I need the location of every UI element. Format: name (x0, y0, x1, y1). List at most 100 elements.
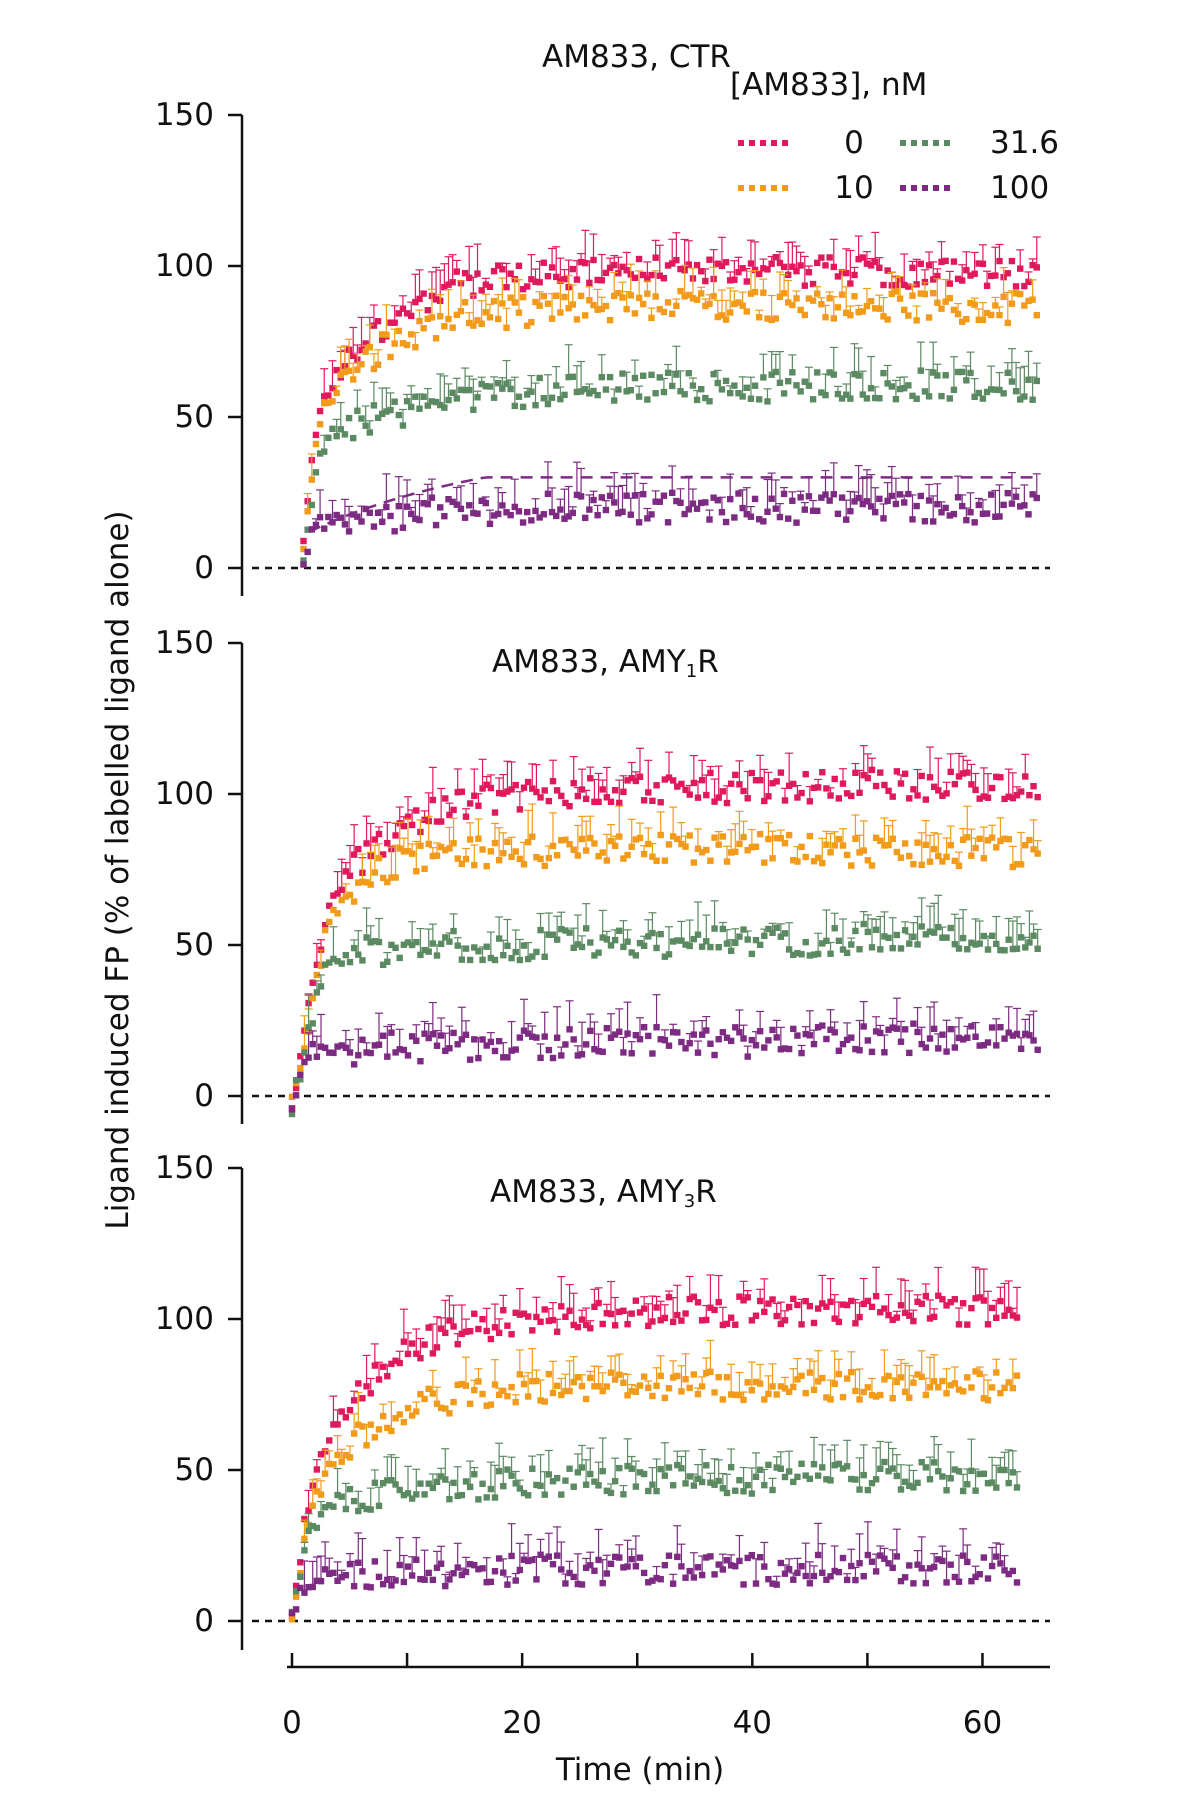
data-point (1034, 793, 1041, 801)
data-point (674, 1372, 681, 1380)
data-point (425, 840, 432, 848)
data-point (885, 787, 892, 795)
data-point (474, 317, 481, 324)
data-point (350, 1397, 358, 1404)
data-point (305, 1028, 312, 1035)
y-axis-label: Ligand induced FP (% of labelled ligand … (100, 510, 136, 1229)
data-point (309, 1583, 316, 1591)
data-point (297, 1076, 304, 1083)
data-point (449, 324, 456, 331)
data-point (711, 834, 718, 841)
data-point (806, 798, 814, 805)
data-point (1022, 1030, 1029, 1038)
data-point (305, 1024, 312, 1031)
data-point (606, 264, 614, 272)
data-point (404, 939, 412, 946)
data-point (843, 1375, 851, 1382)
data-point (486, 520, 494, 528)
data-point (500, 1054, 507, 1061)
data-point (359, 1568, 366, 1575)
data-point (748, 1387, 756, 1394)
data-point (507, 270, 514, 277)
data-point (599, 1048, 606, 1056)
data-point (640, 271, 647, 279)
data-point (930, 369, 937, 376)
data-point (769, 1580, 776, 1587)
data-point (507, 385, 514, 393)
data-point (602, 506, 610, 514)
data-point (740, 926, 747, 933)
series-10 (300, 263, 1040, 553)
data-point (686, 1384, 693, 1392)
data-point (848, 1368, 855, 1376)
data-point (951, 1573, 959, 1581)
data-point (512, 1046, 519, 1053)
data-point (884, 267, 891, 274)
data-point (955, 1468, 963, 1475)
data-point (913, 502, 920, 510)
data-point (718, 262, 726, 270)
data-point (677, 287, 684, 295)
data-point (652, 390, 659, 397)
data-point (922, 796, 930, 803)
data-point (722, 377, 730, 385)
data-point (288, 1110, 296, 1118)
data-point (297, 1064, 304, 1072)
data-point (703, 1369, 710, 1377)
data-point (752, 1378, 760, 1386)
series-100 (300, 461, 1041, 568)
data-point (566, 1465, 573, 1472)
data-point (437, 504, 444, 511)
data-point (317, 962, 325, 969)
data-point (880, 369, 887, 377)
data-point (599, 1387, 606, 1395)
data-point (628, 1465, 635, 1472)
data-point (743, 511, 750, 518)
data-point (732, 771, 739, 779)
data-point (860, 771, 867, 779)
data-point (516, 1311, 524, 1318)
data-point (777, 835, 785, 842)
data-point (309, 1522, 316, 1530)
data-point (321, 400, 328, 407)
data-point (756, 776, 764, 784)
data-point (640, 1569, 648, 1577)
data-point (442, 846, 449, 854)
data-point (848, 1297, 855, 1305)
data-point (624, 938, 631, 945)
data-point (802, 1572, 809, 1580)
data-point (954, 368, 962, 376)
data-point (785, 515, 792, 522)
data-point (558, 1391, 565, 1399)
data-point (867, 385, 875, 392)
data-point (557, 506, 564, 513)
data-point (297, 1071, 304, 1078)
data-point (553, 292, 560, 299)
data-point (765, 925, 772, 933)
data-point (615, 289, 622, 297)
data-point (640, 300, 647, 308)
data-point (975, 501, 982, 509)
data-point (964, 1481, 971, 1488)
data-point (487, 1038, 495, 1046)
data-point (860, 847, 867, 854)
data-point (964, 834, 971, 841)
data-point (732, 1487, 739, 1494)
data-point (656, 374, 663, 381)
data-point (595, 1299, 602, 1307)
data-point (359, 1395, 366, 1402)
data-point (652, 254, 659, 261)
data-point (313, 1053, 321, 1060)
data-point (681, 293, 688, 300)
data-point (922, 931, 930, 938)
data-point (375, 1426, 383, 1433)
data-point (645, 1487, 652, 1495)
data-point (292, 1587, 300, 1595)
data-point (529, 1327, 536, 1334)
data-point (793, 382, 800, 389)
data-point (735, 490, 742, 497)
data-point (877, 1465, 884, 1472)
data-point (814, 369, 821, 376)
data-point (325, 399, 332, 406)
data-point (868, 1391, 876, 1399)
